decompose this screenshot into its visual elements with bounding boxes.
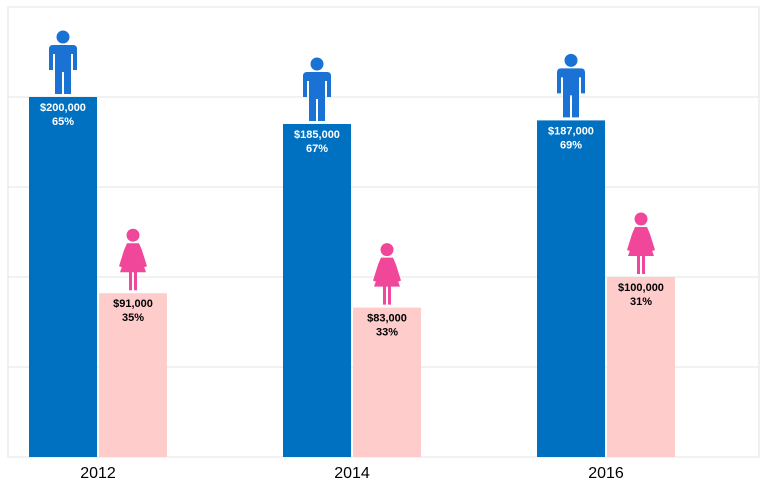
bar bbox=[283, 124, 351, 457]
value-label: $83,000 bbox=[367, 313, 407, 325]
share-label: 67% bbox=[306, 143, 328, 155]
male-icon bbox=[303, 57, 331, 121]
x-tick-label: 2014 bbox=[334, 465, 370, 482]
icon-body bbox=[119, 243, 147, 291]
icon-body bbox=[373, 257, 401, 305]
value-label: $185,000 bbox=[294, 129, 340, 141]
male-icon bbox=[49, 30, 77, 94]
icon-head bbox=[126, 228, 140, 242]
icon-body bbox=[557, 68, 585, 118]
x-tick-label: 2012 bbox=[80, 465, 116, 482]
icon-body bbox=[627, 227, 655, 274]
share-label: 31% bbox=[630, 296, 652, 308]
icon-head bbox=[380, 243, 394, 257]
female-icon bbox=[627, 212, 655, 274]
bar bbox=[607, 277, 675, 457]
bar bbox=[353, 307, 421, 457]
bar bbox=[29, 97, 97, 457]
icon-head bbox=[634, 212, 648, 226]
share-label: 69% bbox=[560, 139, 582, 151]
icon-head bbox=[56, 30, 70, 44]
bar bbox=[537, 120, 605, 458]
female-icon bbox=[373, 243, 401, 305]
value-label: $200,000 bbox=[40, 102, 86, 114]
male-icon bbox=[557, 53, 585, 118]
icon-body bbox=[303, 72, 331, 121]
value-label: $91,000 bbox=[113, 298, 153, 310]
icon-body bbox=[49, 45, 77, 94]
x-tick-label: 2016 bbox=[588, 465, 624, 482]
bar bbox=[99, 293, 167, 457]
share-label: 33% bbox=[376, 327, 398, 339]
female-icon bbox=[119, 228, 147, 291]
share-label: 35% bbox=[122, 312, 144, 324]
icon-head bbox=[564, 53, 578, 67]
value-label: $187,000 bbox=[548, 125, 594, 137]
icon-head bbox=[310, 57, 324, 71]
value-label: $100,000 bbox=[618, 282, 664, 294]
share-label: 65% bbox=[52, 116, 74, 128]
